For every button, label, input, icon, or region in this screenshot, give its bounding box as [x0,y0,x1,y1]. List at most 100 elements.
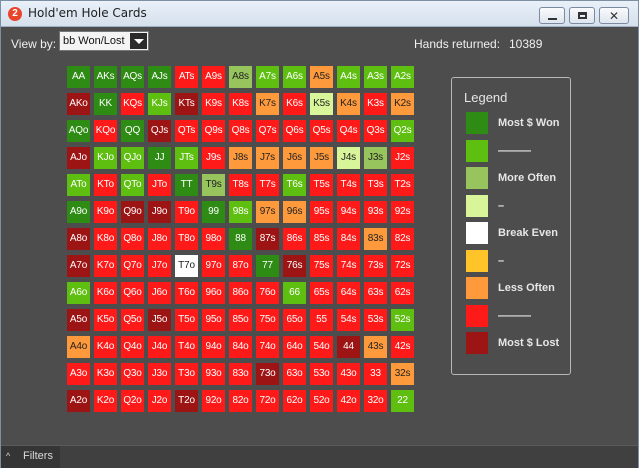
hand-cell[interactable]: T7o [175,255,198,277]
hand-cell[interactable]: KK [94,93,117,115]
hand-cell[interactable]: 88 [229,228,252,250]
hand-cell[interactable]: Q8s [229,120,252,142]
hand-cell[interactable]: T5s [310,174,333,196]
hand-cell[interactable]: A2o [67,390,90,412]
hand-cell[interactable]: J2o [148,390,171,412]
hand-cell[interactable]: J9s [202,147,225,169]
hand-cell[interactable]: A7o [67,255,90,277]
hand-cell[interactable]: 43s [364,336,387,358]
hand-cell[interactable]: K8s [229,93,252,115]
hand-cell[interactable]: 53o [310,363,333,385]
hand-cell[interactable]: AA [67,66,90,88]
hand-cell[interactable]: JJ [148,147,171,169]
hand-cell[interactable]: J3o [148,363,171,385]
hand-cell[interactable]: K4s [337,93,360,115]
hand-cell[interactable]: 65s [310,282,333,304]
hand-cell[interactable]: K5s [310,93,333,115]
hand-cell[interactable]: 97o [202,255,225,277]
hand-cell[interactable]: T7s [256,174,279,196]
hand-cell[interactable]: A7s [256,66,279,88]
hand-cell[interactable]: AJo [67,147,90,169]
hand-cell[interactable]: T4o [175,336,198,358]
hand-cell[interactable]: 64o [283,336,306,358]
hand-cell[interactable]: J5o [148,309,171,331]
hand-cell[interactable]: T3s [364,174,387,196]
hand-cell[interactable]: A6o [67,282,90,304]
hand-cell[interactable]: 76o [256,282,279,304]
hand-cell[interactable]: T2o [175,390,198,412]
hand-cell[interactable]: KQo [94,120,117,142]
chevron-down-icon[interactable] [130,33,147,49]
minimize-button[interactable] [539,7,565,24]
hand-cell[interactable]: KQs [121,93,144,115]
hand-cell[interactable]: Q5o [121,309,144,331]
hand-cell[interactable]: Q6s [283,120,306,142]
hand-cell[interactable]: KJo [94,147,117,169]
hand-cell[interactable]: J7o [148,255,171,277]
hand-cell[interactable]: 96s [283,201,306,223]
hand-cell[interactable]: 64s [337,282,360,304]
hand-cell[interactable]: T3o [175,363,198,385]
hand-cell[interactable]: K9s [202,93,225,115]
hand-cell[interactable]: K6o [94,282,117,304]
hand-cell[interactable]: A9o [67,201,90,223]
hand-cell[interactable]: K3s [364,93,387,115]
hand-cell[interactable]: 54s [337,309,360,331]
hand-cell[interactable]: 73o [256,363,279,385]
title-bar[interactable]: 2 Hold'em Hole Cards ✕ [1,1,638,27]
hand-cell[interactable]: AQs [121,66,144,88]
hand-cell[interactable]: 52o [310,390,333,412]
close-button[interactable]: ✕ [599,7,629,24]
hand-cell[interactable]: 94o [202,336,225,358]
hand-cell[interactable]: QJo [121,147,144,169]
hand-cell[interactable]: AQo [67,120,90,142]
hand-cell[interactable]: 74o [256,336,279,358]
hand-cell[interactable]: Q3s [364,120,387,142]
hand-cell[interactable]: AKs [94,66,117,88]
hand-cell[interactable]: 76s [283,255,306,277]
hand-cell[interactable]: 77 [256,255,279,277]
hand-cell[interactable]: J8s [229,147,252,169]
hand-cell[interactable]: QQ [121,120,144,142]
hand-cell[interactable]: K2s [391,93,414,115]
hand-cell[interactable]: 95o [202,309,225,331]
hand-cell[interactable]: Q4s [337,120,360,142]
hand-cell[interactable]: 75o [256,309,279,331]
hand-cell[interactable]: QTs [175,120,198,142]
hand-cell[interactable]: TT [175,174,198,196]
hand-cell[interactable]: 74s [337,255,360,277]
hand-cell[interactable]: Q4o [121,336,144,358]
hand-cell[interactable]: 62o [283,390,306,412]
hand-cell[interactable]: T9o [175,201,198,223]
hand-cell[interactable]: Q7o [121,255,144,277]
hand-cell[interactable]: 63o [283,363,306,385]
hand-cell[interactable]: T5o [175,309,198,331]
hand-cell[interactable]: 42s [391,336,414,358]
hand-cell[interactable]: J4o [148,336,171,358]
hand-cell[interactable]: A5o [67,309,90,331]
hand-cell[interactable]: 85o [229,309,252,331]
hand-cell[interactable]: 66 [283,282,306,304]
hand-cell[interactable]: 87o [229,255,252,277]
hand-cell[interactable]: 32o [364,390,387,412]
hand-cell[interactable]: JTs [175,147,198,169]
hand-cell[interactable]: 86o [229,282,252,304]
hand-cell[interactable]: K6s [283,93,306,115]
hand-cell[interactable]: ATs [175,66,198,88]
hand-cell[interactable]: A6s [283,66,306,88]
hand-cell[interactable]: 22 [391,390,414,412]
hand-cell[interactable]: 65o [283,309,306,331]
hand-cell[interactable]: JTo [148,174,171,196]
hand-cell[interactable]: A2s [391,66,414,88]
hand-cell[interactable]: 52s [391,309,414,331]
hand-cell[interactable]: A4s [337,66,360,88]
hand-cell[interactable]: Q8o [121,228,144,250]
hand-cell[interactable]: 82s [391,228,414,250]
hand-cell[interactable]: J6o [148,282,171,304]
hand-cell[interactable]: A8o [67,228,90,250]
hand-cell[interactable]: T8s [229,174,252,196]
maximize-button[interactable] [569,7,595,24]
hand-cell[interactable]: T4s [337,174,360,196]
hand-cell[interactable]: 42o [337,390,360,412]
hand-cell[interactable]: QJs [148,120,171,142]
